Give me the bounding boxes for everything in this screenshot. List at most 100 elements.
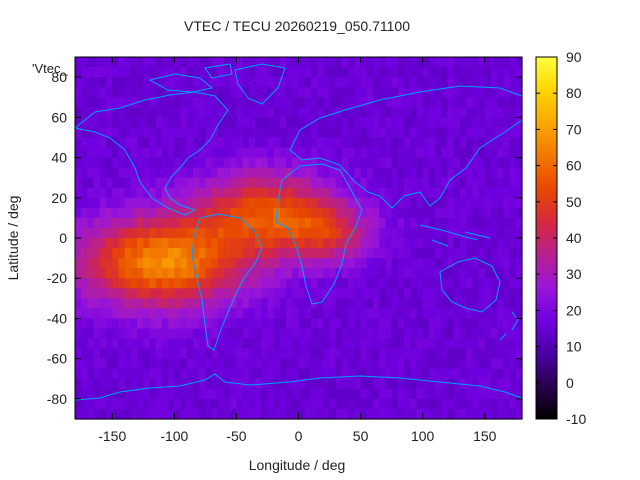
heatmap-cell — [224, 177, 231, 189]
heatmap-cell — [410, 398, 418, 410]
heatmap-cell — [422, 368, 430, 380]
heatmap-cell — [329, 177, 337, 189]
heatmap-cell — [155, 117, 163, 128]
heatmap-cell — [118, 57, 126, 68]
heatmap-cell — [310, 127, 318, 139]
heatmap-cell — [416, 408, 424, 420]
heatmap-cell — [211, 87, 219, 98]
heatmap-cell — [180, 197, 188, 209]
heatmap-cell — [435, 258, 442, 269]
heatmap-cell — [273, 268, 281, 279]
heatmap-cell — [360, 408, 368, 420]
heatmap-cell — [360, 167, 368, 179]
heatmap-cell — [466, 408, 473, 420]
heatmap-cell — [255, 57, 262, 68]
heatmap-cell — [93, 388, 101, 400]
colorbar-tick-label: 60 — [566, 158, 582, 174]
heatmap-cell — [93, 207, 101, 219]
heatmap-cell — [298, 77, 306, 88]
heatmap-cell — [379, 408, 387, 420]
heatmap-cell — [186, 258, 194, 269]
heatmap-cell — [143, 238, 151, 249]
heatmap-cell — [447, 227, 455, 239]
heatmap-cell — [199, 77, 206, 88]
heatmap-cell — [217, 187, 225, 199]
heatmap-cell — [143, 77, 151, 88]
heatmap-cell — [279, 107, 287, 118]
heatmap-cell — [75, 338, 82, 350]
heatmap-cell — [509, 368, 517, 380]
heatmap-cell — [236, 167, 244, 179]
heatmap-cell — [199, 147, 206, 159]
heatmap-cell — [422, 348, 430, 360]
heatmap-cell — [466, 57, 473, 68]
heatmap-cell — [391, 258, 399, 269]
heatmap-cell — [143, 157, 151, 169]
heatmap-cell — [304, 318, 312, 330]
heatmap-cell — [323, 227, 331, 239]
heatmap-cell — [335, 408, 343, 420]
heatmap-cell — [130, 77, 138, 88]
heatmap-cell — [329, 398, 337, 410]
heatmap-cell — [515, 318, 523, 330]
heatmap-cell — [87, 57, 95, 68]
heatmap-cell — [397, 298, 405, 309]
heatmap-cell — [273, 408, 281, 420]
heatmap-cell — [112, 368, 120, 380]
heatmap-cell — [478, 338, 486, 350]
heatmap-cell — [112, 77, 120, 88]
heatmap-cell — [255, 368, 262, 380]
heatmap-cell — [168, 157, 175, 169]
heatmap-cell — [186, 328, 194, 340]
heatmap-cell — [236, 147, 244, 159]
heatmap-cell — [230, 368, 238, 380]
heatmap-cell — [211, 358, 219, 370]
heatmap-cell — [404, 137, 411, 149]
heatmap-cell — [192, 328, 200, 340]
heatmap-cell — [459, 117, 467, 128]
heatmap-cell — [497, 388, 504, 400]
heatmap-cell — [255, 308, 262, 320]
heatmap-cell — [180, 278, 188, 289]
heatmap-cell — [397, 388, 405, 400]
heatmap-cell — [174, 177, 182, 189]
heatmap-cell — [155, 97, 163, 108]
heatmap-cell — [81, 97, 89, 108]
heatmap-cell — [410, 268, 418, 279]
heatmap-cell — [124, 217, 132, 229]
heatmap-cell — [515, 147, 523, 159]
heatmap-cell — [261, 368, 269, 380]
heatmap-cell — [310, 338, 318, 350]
heatmap-cell — [484, 117, 492, 128]
heatmap-cell — [118, 187, 126, 199]
heatmap-cell — [168, 137, 175, 149]
heatmap-cell — [484, 288, 492, 299]
heatmap-cell — [385, 398, 393, 410]
heatmap-cell — [329, 167, 337, 179]
heatmap-cell — [310, 288, 318, 299]
heatmap-cell — [143, 117, 151, 128]
heatmap-cell — [75, 207, 82, 219]
heatmap-cell — [310, 378, 318, 390]
heatmap-cell — [279, 77, 287, 88]
heatmap-cell — [236, 97, 244, 108]
heatmap-cell — [428, 288, 436, 299]
heatmap-cell — [155, 57, 163, 68]
heatmap-cell — [180, 378, 188, 390]
heatmap-cell — [161, 338, 169, 350]
heatmap-cell — [155, 197, 163, 209]
heatmap-cell — [255, 248, 262, 259]
heatmap-cell — [428, 378, 436, 390]
heatmap-cell — [329, 258, 337, 269]
heatmap-cell — [366, 388, 374, 400]
heatmap-cell — [360, 227, 368, 239]
heatmap-cell — [385, 57, 393, 68]
heatmap-cell — [435, 207, 442, 219]
heatmap-cell — [255, 238, 262, 249]
heatmap-cell — [354, 207, 362, 219]
heatmap-cell — [304, 87, 312, 98]
heatmap-cell — [93, 97, 101, 108]
coastlines — [73, 63, 523, 401]
heatmap-cell — [174, 107, 182, 118]
heatmap-cell — [422, 258, 430, 269]
